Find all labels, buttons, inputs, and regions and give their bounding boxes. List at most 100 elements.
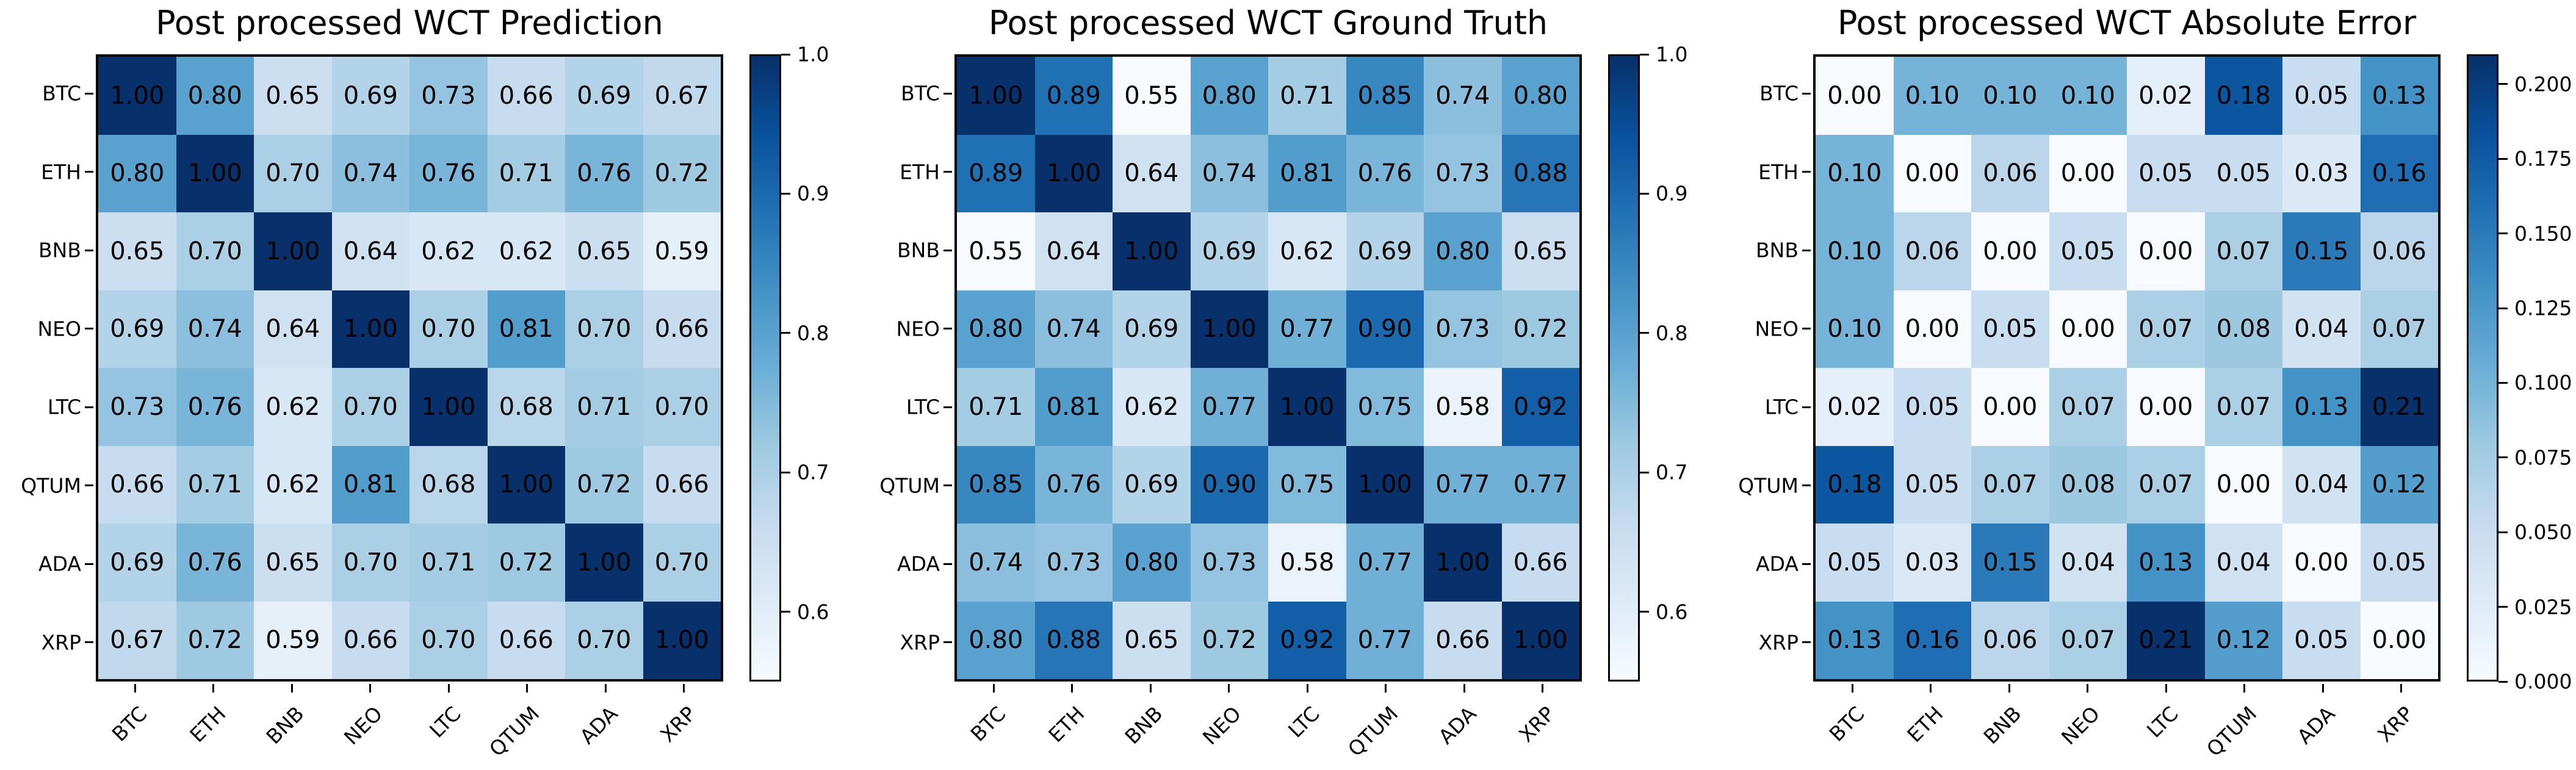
y-tick-mark xyxy=(85,563,93,565)
heatmap-cell: 0.74 xyxy=(1034,290,1113,368)
y-tick-mark xyxy=(1802,563,1811,565)
heatmap-cell: 0.65 xyxy=(98,212,176,290)
heatmap-cell: 0.71 xyxy=(487,134,565,212)
x-tick-label: XRP xyxy=(1514,702,1560,747)
x-tick-label: BTC xyxy=(966,702,1011,746)
x-tick-label: BNB xyxy=(1120,702,1167,749)
heatmap-cell: 0.05 xyxy=(2204,134,2282,212)
colorbar-tick-mark xyxy=(2498,232,2508,235)
heatmap-cell: 0.76 xyxy=(1346,134,1424,212)
colorbar-tick-label: 0.000 xyxy=(2514,669,2572,694)
x-tick-label: LTC xyxy=(1283,702,1324,743)
heatmap: 1.00 0.80 0.65 0.69 0.73 0.66 0.69 0.67 0.80 1.00… xyxy=(96,54,723,682)
heatmap-cell: 0.59 xyxy=(643,212,721,290)
colorbar-tick-label: 0.125 xyxy=(2514,296,2572,320)
heatmap-cell: 0.73 xyxy=(1190,524,1268,602)
heatmap-cell: 0.80 xyxy=(1424,212,1502,290)
colorbar-tick-mark xyxy=(1640,471,1649,473)
heatmap-cell: 1.00 xyxy=(565,524,643,602)
colorbar-tick-label: 0.200 xyxy=(2514,72,2572,96)
colorbar-tick-mark xyxy=(2498,307,2508,309)
heatmap-cell: 1.00 xyxy=(643,601,721,679)
heatmap-cell: 0.00 xyxy=(2127,368,2205,446)
heatmap-cell: 0.71 xyxy=(409,524,488,602)
x-tick-mark xyxy=(212,684,215,693)
x-tick-label: ADA xyxy=(2292,702,2340,749)
colorbar-tick-mark xyxy=(781,332,790,334)
heatmap-cell: 0.66 xyxy=(487,601,565,679)
x-tick-mark xyxy=(992,684,995,693)
heatmap-cell: 0.77 xyxy=(1190,368,1268,446)
heatmap-cell: 0.90 xyxy=(1346,290,1424,368)
heatmap-cell: 0.00 xyxy=(2127,212,2205,290)
heatmap-cell: 0.67 xyxy=(98,601,176,679)
colorbar-tick-label: 1.0 xyxy=(797,42,829,67)
heatmap-cell: 0.18 xyxy=(2204,57,2282,135)
heatmap-cell: 0.77 xyxy=(1268,290,1346,368)
heatmap-cell: 0.74 xyxy=(331,134,409,212)
heatmap-cell: 0.08 xyxy=(2204,290,2282,368)
x-tick-mark xyxy=(1071,684,1073,693)
colorbar-tick-mark xyxy=(781,611,790,613)
heatmap-cell: 0.90 xyxy=(1190,445,1268,524)
y-tick-label: QTUM xyxy=(1738,473,1799,498)
y-tick-mark xyxy=(1802,171,1811,173)
y-tick-label: XRP xyxy=(900,630,940,655)
colorbar-tick-mark xyxy=(781,471,790,473)
heatmap-cell: 0.73 xyxy=(1034,524,1113,602)
heatmap-cell: 0.65 xyxy=(254,524,332,602)
y-tick-mark xyxy=(1802,641,1811,644)
heatmap-cell: 0.72 xyxy=(643,134,721,212)
heatmap-cell: 0.00 xyxy=(1816,57,1894,135)
heatmap-cell: 0.69 xyxy=(1346,212,1424,290)
y-tick-mark xyxy=(1802,249,1811,251)
colorbar-tick-mark xyxy=(2498,456,2508,459)
colorbar-tick-mark xyxy=(2498,606,2508,608)
colorbar-tick-mark xyxy=(2498,680,2508,683)
heatmap-cell: 0.64 xyxy=(1034,212,1113,290)
heatmap-cell: 1.00 xyxy=(1113,212,1191,290)
heatmap-cell: 0.00 xyxy=(2360,601,2438,679)
y-tick-label: BTC xyxy=(901,81,940,106)
heatmap-cell: 0.81 xyxy=(1268,134,1346,212)
heatmap-cell: 0.06 xyxy=(2360,212,2438,290)
x-tick-mark xyxy=(2087,684,2089,693)
x-tick-mark xyxy=(1463,684,1465,693)
x-tick-mark xyxy=(2322,684,2324,693)
heatmap-cell: 0.66 xyxy=(331,601,409,679)
colorbar-tick-label: 0.6 xyxy=(1656,600,1688,624)
heatmap-cell: 1.00 xyxy=(254,212,332,290)
heatmap-cell: 0.62 xyxy=(1113,368,1191,446)
heatmap-cell: 0.04 xyxy=(2049,524,2127,602)
heatmap-cell: 0.70 xyxy=(331,524,409,602)
heatmap-cell: 0.04 xyxy=(2282,290,2361,368)
heatmap-cell: 0.13 xyxy=(2127,524,2205,602)
heatmap-cell: 0.89 xyxy=(957,134,1035,212)
colorbar-tick-mark xyxy=(2498,381,2508,384)
heatmap: 1.00 0.89 0.55 0.80 0.71 0.85 0.74 0.80 0.89 1.00… xyxy=(954,54,1582,682)
heatmap-cell: 0.55 xyxy=(957,212,1035,290)
x-tick-label: ADA xyxy=(1434,702,1481,749)
heatmap-cell: 0.08 xyxy=(2049,445,2127,524)
y-tick-mark xyxy=(943,563,952,565)
heatmap-cell: 1.00 xyxy=(487,445,565,524)
heatmap-cell: 0.71 xyxy=(176,445,254,524)
heatmap-cell: 1.00 xyxy=(98,57,176,135)
x-tick-label: ADA xyxy=(575,702,622,749)
heatmap-cell: 0.76 xyxy=(409,134,488,212)
heatmap-cell: 0.71 xyxy=(957,368,1035,446)
y-tick-label: BNB xyxy=(38,238,81,262)
panel-ground-truth: Post processed WCT Ground Truth 1.00 0.89… xyxy=(859,0,1717,770)
x-tick-mark xyxy=(683,684,685,693)
x-tick-label: LTC xyxy=(2142,702,2183,743)
heatmap-cell: 0.00 xyxy=(2204,445,2282,524)
heatmap-cell: 0.76 xyxy=(176,524,254,602)
colorbar-tick-mark xyxy=(781,192,790,195)
y-tick-label: BTC xyxy=(1759,81,1799,106)
x-tick-label: XRP xyxy=(655,702,701,747)
heatmap-cell: 0.72 xyxy=(1190,601,1268,679)
heatmap-cell: 0.62 xyxy=(1268,212,1346,290)
x-tick-mark xyxy=(290,684,293,693)
heatmap-cell: 0.73 xyxy=(98,368,176,446)
heatmap-cell: 0.69 xyxy=(98,290,176,368)
